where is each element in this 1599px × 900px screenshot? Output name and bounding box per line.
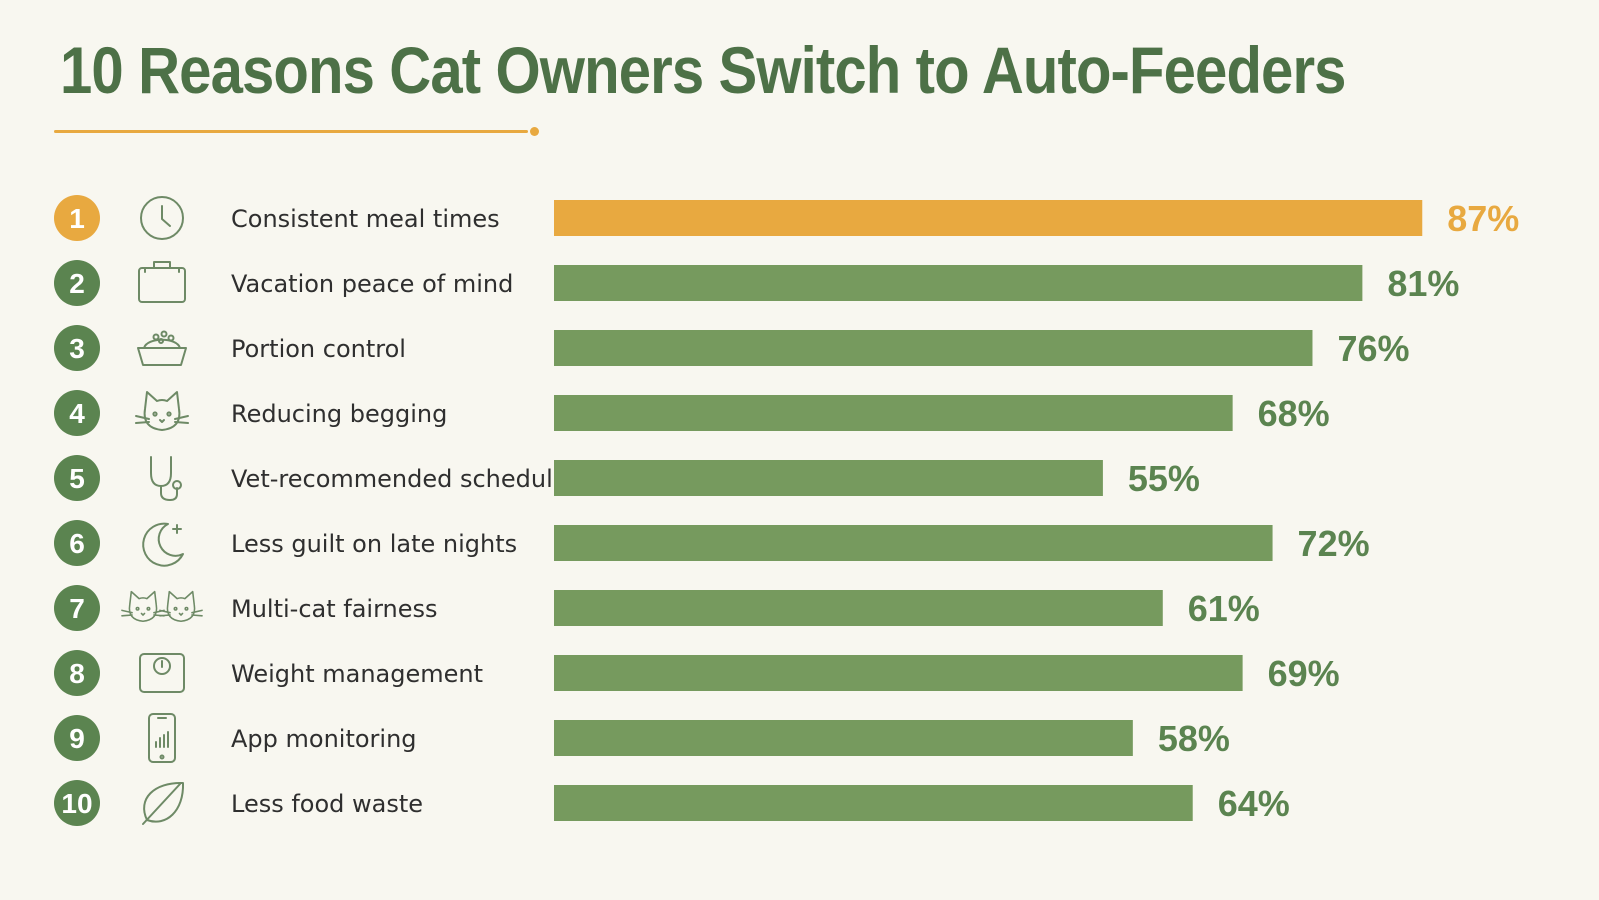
rank-number: 10 <box>61 788 92 819</box>
rank-number: 4 <box>69 398 85 429</box>
rank-badge <box>54 780 100 826</box>
bar <box>554 330 1313 366</box>
chart-row: 5 Vet-recommended schedule 55% <box>54 455 1200 501</box>
value-label: 76% <box>1337 328 1409 369</box>
value-label: 72% <box>1298 523 1370 564</box>
rank-badge <box>54 455 100 501</box>
rank-number: 2 <box>69 268 85 299</box>
category-label: App monitoring <box>231 725 417 753</box>
scale-icon <box>139 653 185 693</box>
rank-badge <box>54 715 100 761</box>
rank-badge <box>54 390 100 436</box>
value-label: 61% <box>1188 588 1260 629</box>
rank-badge <box>54 650 100 696</box>
leaf-icon <box>142 781 185 825</box>
bar <box>554 785 1193 821</box>
rank-number: 1 <box>69 203 85 234</box>
bar <box>554 720 1133 756</box>
rank-number: 5 <box>69 463 85 494</box>
rank-badge <box>54 520 100 566</box>
title-underline-dot <box>530 127 539 136</box>
value-label: 68% <box>1258 393 1330 434</box>
category-label: Reducing begging <box>231 400 447 428</box>
chart-row: 3 Portion control 76% <box>54 325 1410 371</box>
bar <box>554 655 1243 691</box>
clock-icon <box>140 196 184 240</box>
two-cats-icon <box>121 590 203 623</box>
value-label: 55% <box>1128 458 1200 499</box>
bar <box>554 395 1233 431</box>
bar <box>554 460 1103 496</box>
category-label: Vet-recommended schedule <box>231 465 568 493</box>
chart-row: 1 Consistent meal times 87% <box>54 195 1519 241</box>
category-label: Multi-cat fairness <box>231 595 438 623</box>
title-underline <box>54 130 528 133</box>
value-label: 64% <box>1218 783 1290 824</box>
chart-title: 10 Reasons Cat Owners Switch to Auto-Fee… <box>60 33 1346 107</box>
cat-face-icon <box>135 391 189 431</box>
category-label: Less food waste <box>231 790 423 818</box>
bar <box>554 590 1163 626</box>
value-label: 87% <box>1447 198 1519 239</box>
moon-star-icon <box>142 522 184 567</box>
stethoscope-icon <box>150 456 182 501</box>
rank-badge <box>54 585 100 631</box>
rank-number: 8 <box>69 658 85 689</box>
chart-row: 2 Vacation peace of mind 81% <box>54 260 1459 306</box>
category-label: Consistent meal times <box>231 205 500 233</box>
bar <box>554 265 1363 301</box>
rank-number: 3 <box>69 333 85 364</box>
suitcase-icon <box>138 261 186 303</box>
category-label: Less guilt on late nights <box>231 530 517 558</box>
rank-number: 6 <box>69 528 85 559</box>
rank-badge <box>54 260 100 306</box>
value-label: 69% <box>1268 653 1340 694</box>
category-label: Vacation peace of mind <box>231 270 513 298</box>
value-label: 81% <box>1387 263 1459 304</box>
rank-badge <box>54 195 100 241</box>
chart-row: 8 Weight management 69% <box>54 650 1340 696</box>
rank-number: 7 <box>69 593 85 624</box>
category-label: Weight management <box>231 660 483 688</box>
rank-number: 9 <box>69 723 85 754</box>
chart-row: 9 App monitoring 58% <box>54 713 1230 763</box>
chart-row: 7 Multi-cat fairness 61% <box>54 585 1260 631</box>
chart-row: 4 Reducing begging 68% <box>54 390 1330 436</box>
rank-badge <box>54 325 100 371</box>
bar <box>554 525 1273 561</box>
chart-row: 6 Less guilt on late nights 72% <box>54 520 1370 567</box>
phone-chart-icon <box>148 713 176 763</box>
chart-row: 10 Less food waste 64% <box>54 780 1290 826</box>
category-label: Portion control <box>231 335 406 363</box>
value-label: 58% <box>1158 718 1230 759</box>
bar <box>554 200 1423 236</box>
food-bowl-icon <box>137 330 187 366</box>
